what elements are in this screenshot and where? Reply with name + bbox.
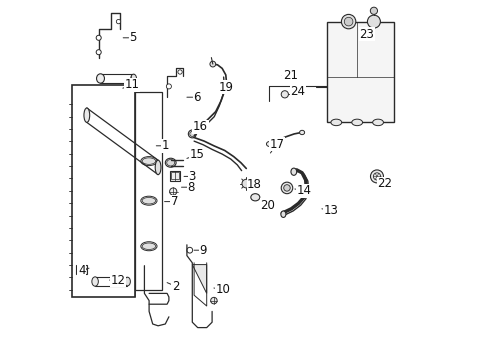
Ellipse shape [84, 108, 89, 122]
Text: 7: 7 [164, 195, 178, 208]
Ellipse shape [146, 156, 154, 168]
Ellipse shape [114, 133, 122, 145]
Ellipse shape [130, 74, 136, 83]
Ellipse shape [250, 194, 259, 201]
Bar [72, 85, 135, 297]
Ellipse shape [165, 158, 176, 167]
Text: 5: 5 [123, 31, 136, 44]
Text: 20: 20 [260, 199, 275, 212]
Text: 15: 15 [186, 148, 204, 161]
Circle shape [210, 297, 217, 304]
Circle shape [169, 188, 177, 195]
Text: 24: 24 [290, 85, 305, 98]
Circle shape [370, 170, 383, 183]
Circle shape [366, 15, 380, 28]
Bar [73, 85, 134, 296]
Bar [136, 92, 162, 289]
Ellipse shape [351, 119, 362, 126]
Ellipse shape [290, 168, 296, 175]
Text: 10: 10 [213, 283, 230, 296]
Ellipse shape [142, 197, 155, 204]
Ellipse shape [125, 141, 133, 152]
Text: 17: 17 [269, 138, 284, 153]
Circle shape [116, 19, 121, 24]
Ellipse shape [142, 158, 155, 164]
Circle shape [242, 179, 250, 188]
Circle shape [369, 7, 377, 14]
Text: 8: 8 [181, 181, 195, 194]
Ellipse shape [166, 159, 174, 166]
Ellipse shape [141, 157, 157, 166]
Circle shape [96, 35, 101, 40]
Ellipse shape [266, 141, 272, 147]
Bar [171, 172, 179, 179]
Text: 23: 23 [359, 28, 374, 41]
Ellipse shape [135, 148, 143, 160]
Text: 16: 16 [192, 120, 208, 133]
Ellipse shape [188, 130, 196, 138]
Ellipse shape [155, 160, 161, 175]
Text: 13: 13 [321, 204, 338, 217]
Ellipse shape [372, 119, 383, 126]
Ellipse shape [280, 211, 285, 217]
Circle shape [344, 17, 352, 26]
Bar [326, 22, 393, 122]
Circle shape [178, 70, 182, 74]
Text: 9: 9 [194, 244, 206, 257]
Circle shape [166, 84, 171, 89]
Text: 3: 3 [183, 170, 196, 183]
Text: 14: 14 [294, 184, 311, 197]
Text: 18: 18 [246, 178, 262, 191]
Ellipse shape [124, 277, 130, 286]
Circle shape [281, 182, 292, 194]
Bar [169, 171, 180, 181]
Circle shape [96, 50, 101, 55]
Ellipse shape [330, 119, 341, 126]
Text: 22: 22 [377, 177, 391, 190]
Text: 11: 11 [122, 78, 140, 91]
Ellipse shape [189, 131, 194, 136]
Bar [135, 92, 162, 290]
Ellipse shape [96, 74, 104, 83]
Polygon shape [192, 265, 206, 293]
Text: 4: 4 [78, 264, 89, 276]
Text: 12: 12 [109, 274, 125, 287]
Circle shape [281, 91, 288, 98]
Bar [76, 265, 87, 274]
Text: 2: 2 [167, 280, 179, 293]
Text: 1: 1 [156, 139, 169, 152]
Circle shape [209, 61, 215, 67]
Ellipse shape [299, 130, 304, 135]
Ellipse shape [141, 242, 157, 251]
Ellipse shape [93, 117, 102, 129]
Circle shape [186, 247, 192, 253]
Circle shape [283, 185, 289, 191]
Circle shape [341, 14, 355, 29]
Ellipse shape [142, 243, 155, 249]
Ellipse shape [92, 277, 98, 286]
Text: 21: 21 [282, 69, 298, 82]
Text: 6: 6 [186, 91, 200, 104]
Ellipse shape [141, 196, 157, 205]
Ellipse shape [103, 125, 112, 137]
Text: 19: 19 [218, 81, 233, 94]
